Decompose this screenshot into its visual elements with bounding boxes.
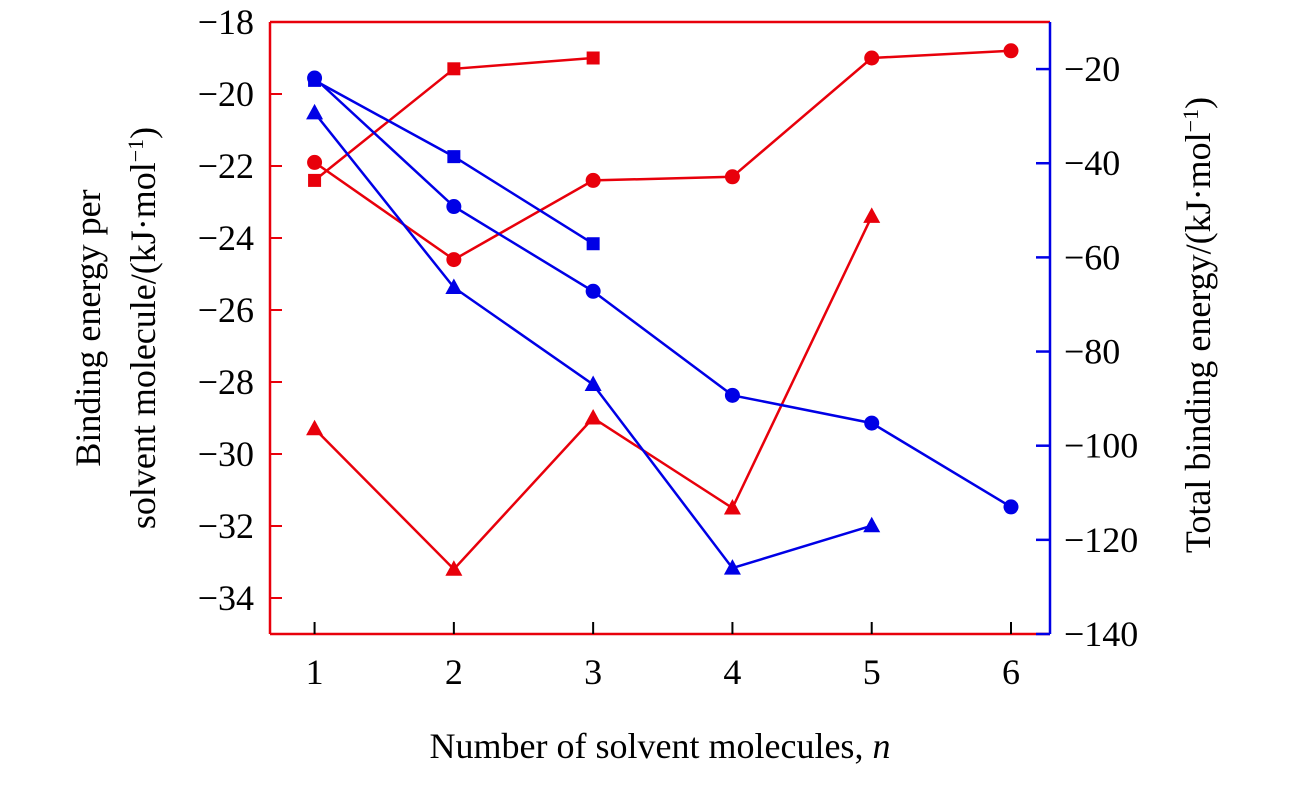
data-point-triangle	[584, 409, 602, 425]
series-right-triangle	[306, 103, 881, 575]
x-tick-label: 6	[1002, 652, 1020, 692]
data-point-circle	[1003, 43, 1019, 59]
left-tick-label: −22	[198, 146, 254, 186]
left-tick-label: −24	[198, 218, 254, 258]
right-axis-title: Total binding energy/(kJ·mol−1)	[1178, 97, 1219, 553]
data-point-square	[586, 237, 600, 251]
x-tick-label: 3	[584, 652, 602, 692]
right-tick-label: −120	[1064, 520, 1138, 560]
data-point-square	[447, 62, 461, 76]
left-tick-label: −18	[198, 2, 254, 42]
data-point-triangle	[445, 560, 463, 576]
left-tick-label: −28	[198, 362, 254, 402]
data-point-circle	[585, 172, 601, 188]
data-point-triangle	[723, 499, 741, 515]
data-point-circle	[724, 169, 740, 185]
data-point-circle	[446, 252, 462, 268]
right-tick-label: −20	[1064, 49, 1120, 89]
data-point-circle	[307, 154, 323, 170]
series-left-square	[308, 51, 600, 187]
data-point-triangle	[863, 207, 881, 223]
right-axis-title-main: Total binding energy/(kJ·mol	[1178, 132, 1218, 553]
axes	[268, 20, 1052, 636]
data-point-circle	[724, 387, 740, 403]
x-tick-label: 2	[445, 652, 463, 692]
right-axis-title-sup: −1	[1178, 109, 1203, 132]
data-point-square	[586, 51, 600, 65]
data-point-circle	[1003, 499, 1019, 515]
series-layer	[306, 43, 1019, 576]
right-tick-label: −60	[1064, 237, 1120, 277]
left-axis-title-sup: −1	[123, 139, 148, 162]
data-point-triangle	[445, 278, 463, 295]
left-axis-title-close: )	[123, 127, 163, 139]
ticks: 1 2 3 4 5 6 −18 −20 −22 −24 −26 −28 −30 −32 −34 −20 −40 −…	[198, 2, 1139, 692]
series-line	[313, 49, 1012, 262]
data-point-circle	[864, 415, 880, 431]
data-point-triangle	[863, 516, 881, 533]
data-point-circle	[307, 70, 323, 86]
series-line	[313, 215, 873, 572]
left-tick-label: −32	[198, 506, 254, 546]
x-axis-title-text: Number of solvent molecules,	[430, 726, 873, 766]
data-point-circle	[864, 50, 880, 66]
left-axis-title-line1: Binding energy per	[68, 189, 108, 466]
right-tick-label: −40	[1064, 143, 1120, 183]
right-tick-label: −100	[1064, 426, 1138, 466]
x-tick-label: 1	[306, 652, 324, 692]
left-axis-title-line2-main: solvent molecule/(kJ·mol	[123, 162, 163, 529]
right-tick-label: −140	[1064, 614, 1138, 654]
right-tick-label: −80	[1064, 332, 1120, 372]
data-point-triangle	[723, 559, 741, 575]
left-tick-label: −20	[198, 74, 254, 114]
series-right-square	[308, 73, 600, 251]
x-axis-title: Number of solvent molecules, n	[430, 726, 891, 766]
left-axis-title-line2: solvent molecule/(kJ·mol−1)	[123, 127, 164, 529]
data-point-circle	[446, 199, 462, 215]
series-left-triangle	[306, 207, 881, 576]
left-tick-label: −30	[198, 434, 254, 474]
x-tick-label: 5	[863, 652, 881, 692]
right-axis-title-close: )	[1178, 97, 1218, 109]
x-axis-title-variable: n	[872, 726, 890, 766]
series-right-circle	[307, 70, 1019, 515]
series-left-circle	[307, 43, 1019, 268]
data-point-square	[308, 173, 322, 187]
left-tick-label: −26	[198, 290, 254, 330]
data-point-triangle	[584, 375, 602, 391]
series-line	[313, 77, 1012, 508]
data-point-triangle	[306, 419, 324, 436]
data-point-triangle	[306, 103, 324, 120]
data-point-circle	[585, 283, 601, 299]
x-tick-label: 4	[723, 652, 741, 692]
data-point-square	[447, 150, 461, 164]
left-tick-label: −34	[198, 578, 254, 618]
